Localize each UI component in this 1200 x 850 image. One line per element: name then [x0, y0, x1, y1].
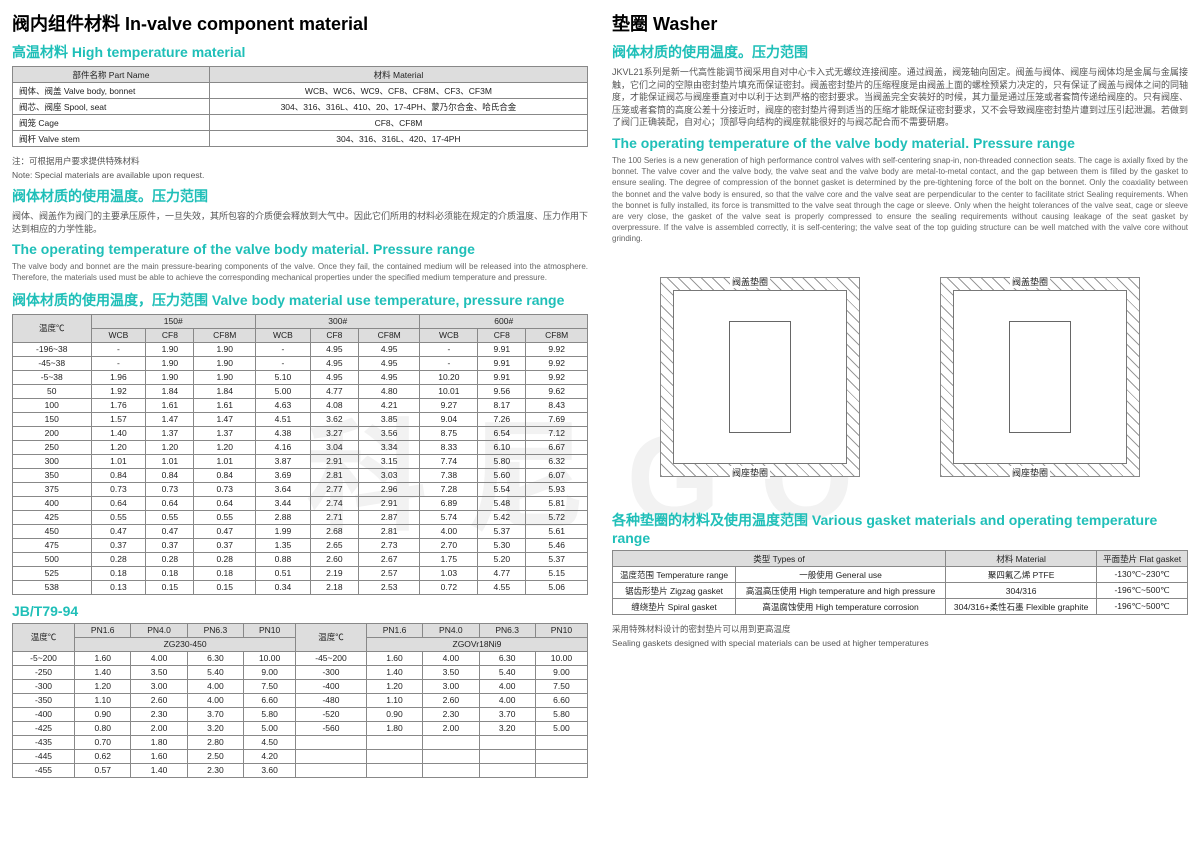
- range-title: 阀体材质的使用温度，压力范围 Valve body material use t…: [12, 290, 588, 310]
- dlabel-2: 阀盖垫圈: [1010, 275, 1050, 288]
- note-zh: 注：可根据用户要求提供特殊材料: [12, 155, 588, 167]
- gasket-title: 各种垫圈的材料及使用温度范围 Various gasket materials …: [612, 510, 1188, 546]
- body-temp-desc-en: The valve body and bonnet are the main p…: [12, 261, 588, 283]
- body-temp-desc-zh: 阀体、阀盖作为阀门的主要承压原件，一旦失效，其所包容的介质便会释放到大气中。因此…: [12, 210, 588, 235]
- sec1-zh: 阀体材质的使用温度。压力范围: [612, 42, 1188, 62]
- title-washer: 垫圈 Washer: [612, 10, 1188, 36]
- dlabel-1: 阀盖垫圈: [730, 275, 770, 288]
- sec1-desc-zh: JKVL21系列是新一代高性能调节阀采用自对中心卡入式无螺纹连接阀座。通过阀盖，…: [612, 66, 1188, 129]
- gasket-note-en: Sealing gaskets designed with special ma…: [612, 638, 1188, 648]
- gasket-table: 类型 Types of材料 Material平面垫片 Flat gasket温度…: [612, 550, 1188, 615]
- note-en: Note: Special materials are available up…: [12, 170, 588, 180]
- sec1-desc-en: The 100 Series is a new generation of hi…: [612, 155, 1188, 245]
- title-in-valve: 阀内组件材料 In-valve component material: [12, 10, 588, 36]
- material-table: 部件名称 Part Name材料 Material 阀体、阀盖 Valve bo…: [12, 66, 588, 147]
- title-high-temp: 高温材料 High temperature material: [12, 42, 588, 62]
- jb-title: JB/T79-94: [12, 603, 588, 619]
- range-table: 温度℃150#300#600#WCBCF8CF8MWCBCF8CF8MWCBCF…: [12, 314, 588, 595]
- valve-diagram-1: [660, 277, 860, 477]
- gasket-note-zh: 采用特殊材料设计的密封垫片可以用到更高温度: [612, 623, 1188, 635]
- valve-diagram-2: [940, 277, 1140, 477]
- dlabel-4: 阀座垫圈: [1010, 466, 1050, 479]
- right-column: 垫圈 Washer 阀体材质的使用温度。压力范围 JKVL21系列是新一代高性能…: [600, 0, 1200, 850]
- body-temp-en: The operating temperature of the valve b…: [12, 241, 588, 257]
- sec1-en: The operating temperature of the valve b…: [612, 135, 1188, 151]
- jb-table: 温度℃PN1.6PN4.0PN6.3PN10温度℃PN1.6PN4.0PN6.3…: [12, 623, 588, 778]
- left-column: 阀内组件材料 In-valve component material 高温材料 …: [0, 0, 600, 850]
- body-temp-zh: 阀体材质的使用温度。压力范围: [12, 186, 588, 206]
- dlabel-3: 阀座垫圈: [730, 466, 770, 479]
- valve-diagrams: 阀盖垫圈 阀座垫圈 阀盖垫圈 阀座垫圈: [620, 252, 1180, 502]
